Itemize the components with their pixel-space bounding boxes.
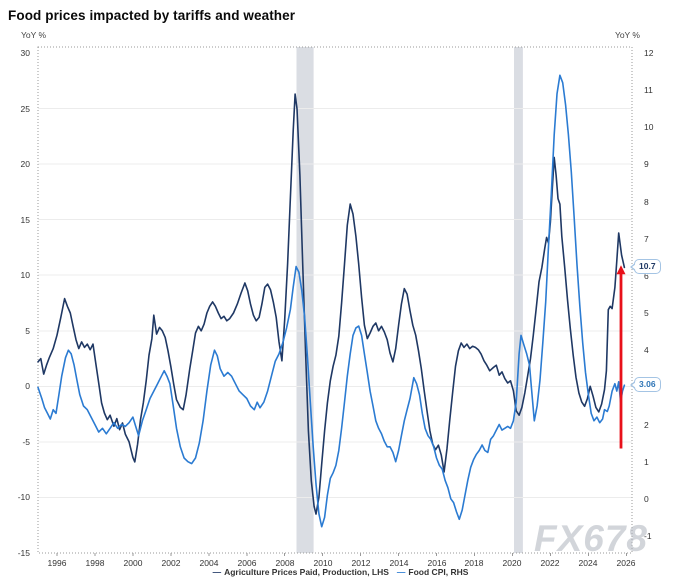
- right-axis-tick: 8: [644, 197, 649, 207]
- left-axis-tick: -15: [17, 548, 30, 558]
- x-axis-tick: 2012: [351, 558, 371, 568]
- latest-value-foodcpi: 3.06: [639, 379, 656, 389]
- series-line-food-cpi: [37, 74, 626, 528]
- x-axis-tick: 1996: [47, 558, 67, 568]
- left-axis-tick: 10: [20, 270, 30, 280]
- right-axis-tick: 11: [644, 85, 653, 95]
- series-line-agriculture: [37, 93, 626, 515]
- x-axis-tick: 2002: [161, 558, 181, 568]
- latest-value-callout-agriculture: 10.7: [630, 259, 661, 274]
- left-axis-tick: 0: [25, 381, 30, 391]
- left-axis-tick: 15: [20, 215, 30, 225]
- left-axis-tick: -10: [17, 492, 30, 502]
- right-axis-tick: 1: [644, 457, 649, 467]
- x-axis-tick: 2008: [275, 558, 295, 568]
- legend-label-0: Agriculture Prices Paid, Production, LHS: [224, 567, 389, 577]
- x-axis-tick: 2024: [578, 558, 598, 568]
- right-axis-tick: 0: [644, 494, 649, 504]
- x-axis-tick: 2004: [199, 558, 219, 568]
- right-axis-unit-label: YoY %: [614, 30, 640, 40]
- recession-band: [514, 47, 523, 553]
- left-axis-unit-label: YoY %: [21, 30, 47, 40]
- left-axis-tick: 5: [25, 326, 30, 336]
- legend-swatch-1: —: [396, 567, 406, 577]
- right-axis-tick: 6: [644, 271, 649, 281]
- right-axis-tick: -1: [644, 531, 652, 541]
- left-axis-tick: 20: [20, 159, 30, 169]
- x-axis-tick: 2022: [540, 558, 560, 568]
- page-title: Food prices impacted by tariffs and weat…: [8, 8, 296, 23]
- right-axis-tick: 4: [644, 345, 649, 355]
- right-axis-tick: 5: [644, 308, 649, 318]
- right-axis-tick: 9: [644, 159, 649, 169]
- right-axis-tick: 7: [644, 234, 649, 244]
- x-axis-tick: 2016: [427, 558, 447, 568]
- x-axis-tick: 2000: [123, 558, 143, 568]
- x-axis-tick: 2014: [389, 558, 409, 568]
- watermark: FX678: [534, 518, 649, 559]
- left-axis-tick: -5: [22, 437, 30, 447]
- x-axis-tick: 2006: [237, 558, 257, 568]
- left-axis-tick: 30: [20, 48, 30, 58]
- legend-swatch-0: —: [212, 567, 222, 577]
- rise-arrow-head: [616, 265, 626, 275]
- x-axis-tick: 2010: [313, 558, 333, 568]
- x-axis-tick: 2018: [464, 558, 484, 568]
- recession-band: [296, 47, 314, 553]
- legend-label-1: Food CPI, RHS: [408, 567, 469, 577]
- left-axis-tick: 25: [20, 104, 30, 114]
- latest-value-callout-foodcpi: 3.06: [630, 377, 661, 392]
- right-axis-tick: 12: [644, 48, 654, 58]
- legend: — Agriculture Prices Paid, Production, LH…: [0, 567, 673, 577]
- x-axis-tick: 1998: [85, 558, 105, 568]
- right-axis-tick: 2: [644, 420, 649, 430]
- x-axis-tick: 2020: [502, 558, 522, 568]
- right-axis-tick: 10: [644, 122, 654, 132]
- x-axis-tick: 2026: [616, 558, 636, 568]
- plot-border: [37, 46, 633, 554]
- latest-value-agriculture: 10.7: [639, 261, 656, 271]
